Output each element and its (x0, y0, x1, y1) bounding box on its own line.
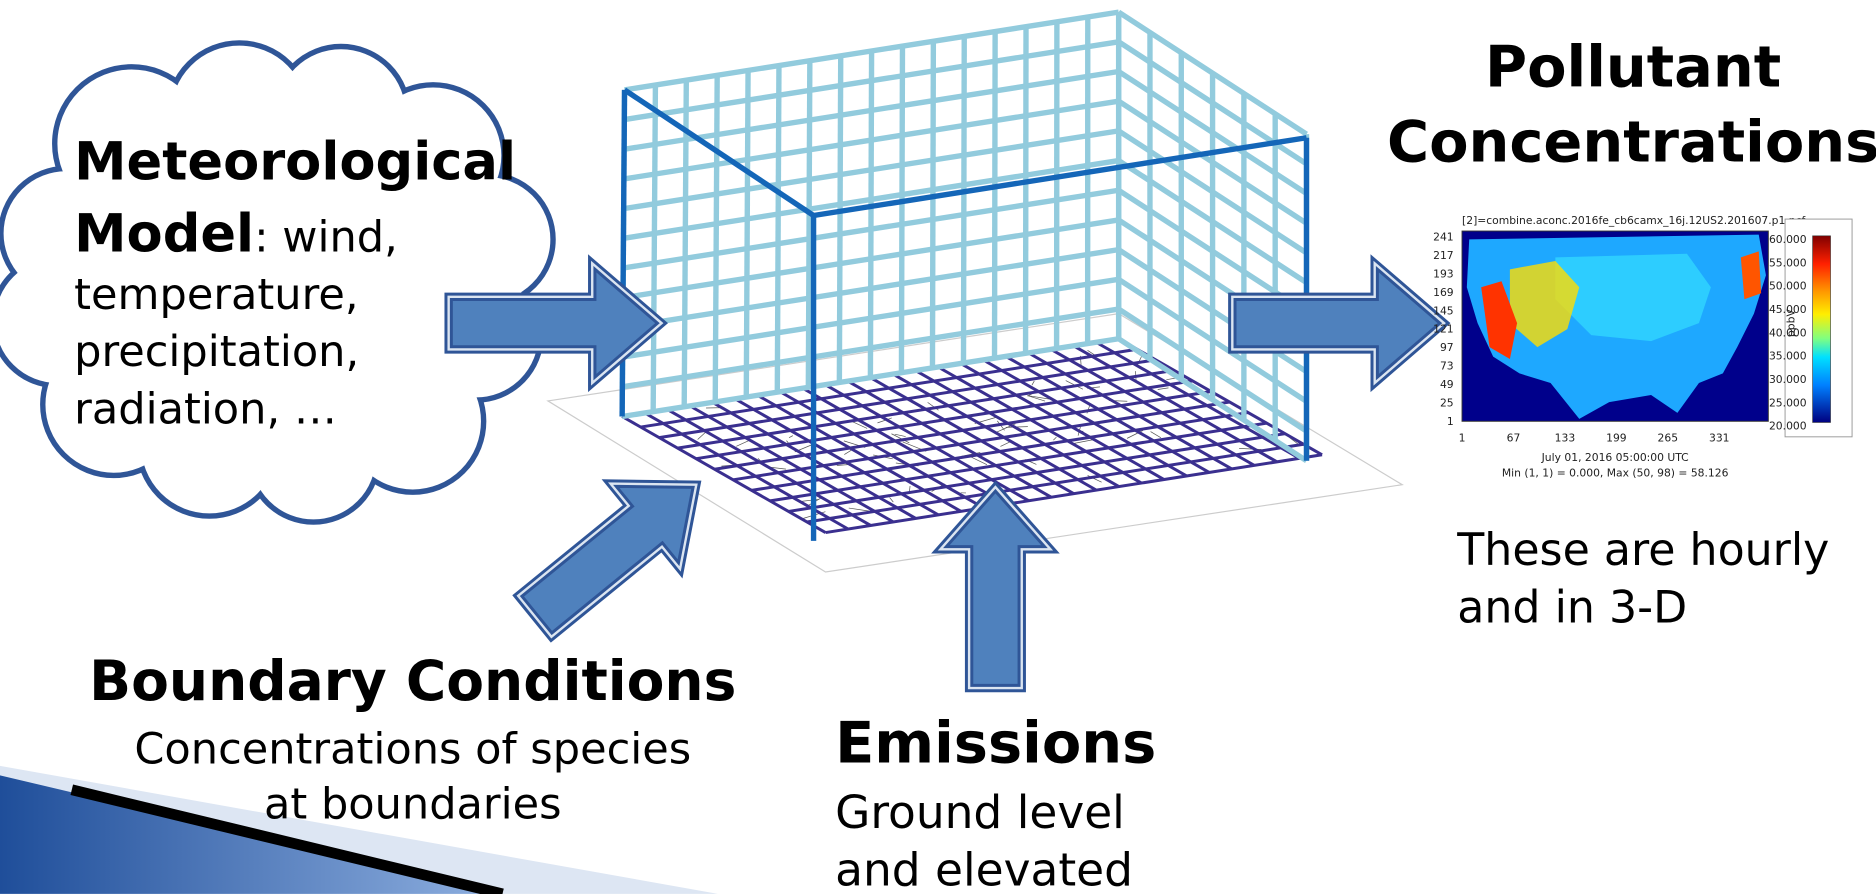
met-title: Model (74, 203, 254, 264)
met-detail: precipitation, (74, 327, 359, 377)
map-x-tick-label: 133 (1555, 432, 1576, 445)
boundary-title: Boundary Conditions (89, 649, 736, 713)
concentration-map: [2]=combine.aconc.2016fe_cb6camx_16j.12U… (1433, 214, 1852, 479)
map-y-tick-label: 73 (1440, 360, 1454, 373)
back-wall-grid (777, 66, 779, 393)
colorbar (1813, 236, 1831, 423)
map-line (1027, 396, 1045, 401)
met-title: Meteorological (74, 132, 516, 193)
map-title: [2]=combine.aconc.2016fe_cb6camx_16j.12U… (1462, 214, 1805, 227)
map-x-tick-label: 1 (1459, 432, 1466, 445)
map-line (890, 498, 894, 503)
map-y-tick-label: 121 (1433, 323, 1454, 336)
map-y-tick-label: 49 (1440, 378, 1454, 391)
colorbar-label: 60.000 (1769, 233, 1807, 246)
output-title: Pollutant (1485, 33, 1781, 100)
map-x-tick-label: 67 (1507, 432, 1521, 445)
map-caption: Min (1, 1) = 0.000, Max (50, 98) = 58.12… (1502, 466, 1729, 479)
boundary-line: at boundaries (264, 779, 562, 829)
map-peak (1741, 251, 1761, 299)
output-note: and in 3-D (1457, 582, 1687, 633)
back-wall-grid (995, 32, 996, 359)
map-y-tick-label: 217 (1433, 249, 1454, 262)
colorbar-label: 55.000 (1769, 256, 1807, 269)
map-y-tick-label: 1 (1447, 415, 1454, 428)
output-note: These are hourly (1456, 525, 1829, 576)
frame-edge (622, 90, 624, 417)
map-line (1032, 381, 1034, 385)
map-y-tick-label: 97 (1440, 341, 1454, 354)
colorbar-label: 35.000 (1769, 350, 1807, 363)
colorbar-label: 20.000 (1769, 420, 1807, 433)
back-wall-grid (715, 75, 717, 402)
back-wall-grid (932, 41, 933, 368)
met-detail: temperature, (74, 270, 358, 320)
map-x-tick-label: 265 (1658, 432, 1679, 445)
map-y-tick-label: 145 (1433, 304, 1454, 317)
met-detail: radiation, … (74, 385, 337, 435)
arrow (1232, 263, 1444, 383)
map-line (1239, 448, 1261, 449)
map-caption: July 01, 2016 05:00:00 UTC (1541, 451, 1689, 464)
arrow (518, 484, 696, 637)
emissions-line: Ground level (835, 786, 1125, 839)
met-line: Model: wind, (74, 203, 398, 264)
back-wall-grid (653, 85, 655, 412)
arrow (940, 487, 1050, 688)
map-y-tick-label: 193 (1433, 267, 1454, 280)
emissions-line: and elevated (835, 843, 1133, 894)
colorbar-label: 40.000 (1769, 326, 1807, 339)
map-line (849, 508, 870, 511)
back-wall-grid (839, 56, 840, 383)
colorbar-label: 30.000 (1769, 373, 1807, 386)
emissions-title: Emissions (835, 709, 1156, 776)
boundary-line: Concentrations of species (134, 724, 691, 774)
map-line (789, 436, 793, 438)
colorbar-label: 25.000 (1769, 396, 1807, 409)
back-wall-grid (901, 46, 902, 373)
map-y-tick-label: 241 (1433, 231, 1454, 244)
map-x-tick-label: 199 (1606, 432, 1627, 445)
back-wall-grid (746, 70, 748, 397)
map-line (1053, 437, 1056, 440)
map-line (1158, 388, 1169, 390)
back-wall-grid (808, 61, 809, 388)
map-line (736, 441, 749, 447)
met-detail: : wind, (254, 212, 398, 262)
output-title: Concentrations (1387, 109, 1876, 176)
colorbar-label: 45.000 (1769, 303, 1807, 316)
map-y-tick-label: 25 (1440, 396, 1454, 409)
map-y-tick-label: 169 (1433, 286, 1454, 299)
back-wall-grid (963, 36, 964, 363)
map-x-tick-label: 331 (1709, 432, 1730, 445)
colorbar-label: 50.000 (1769, 280, 1807, 293)
back-wall-grid (870, 51, 871, 378)
arrows (449, 263, 1444, 688)
map-line (1151, 432, 1161, 438)
